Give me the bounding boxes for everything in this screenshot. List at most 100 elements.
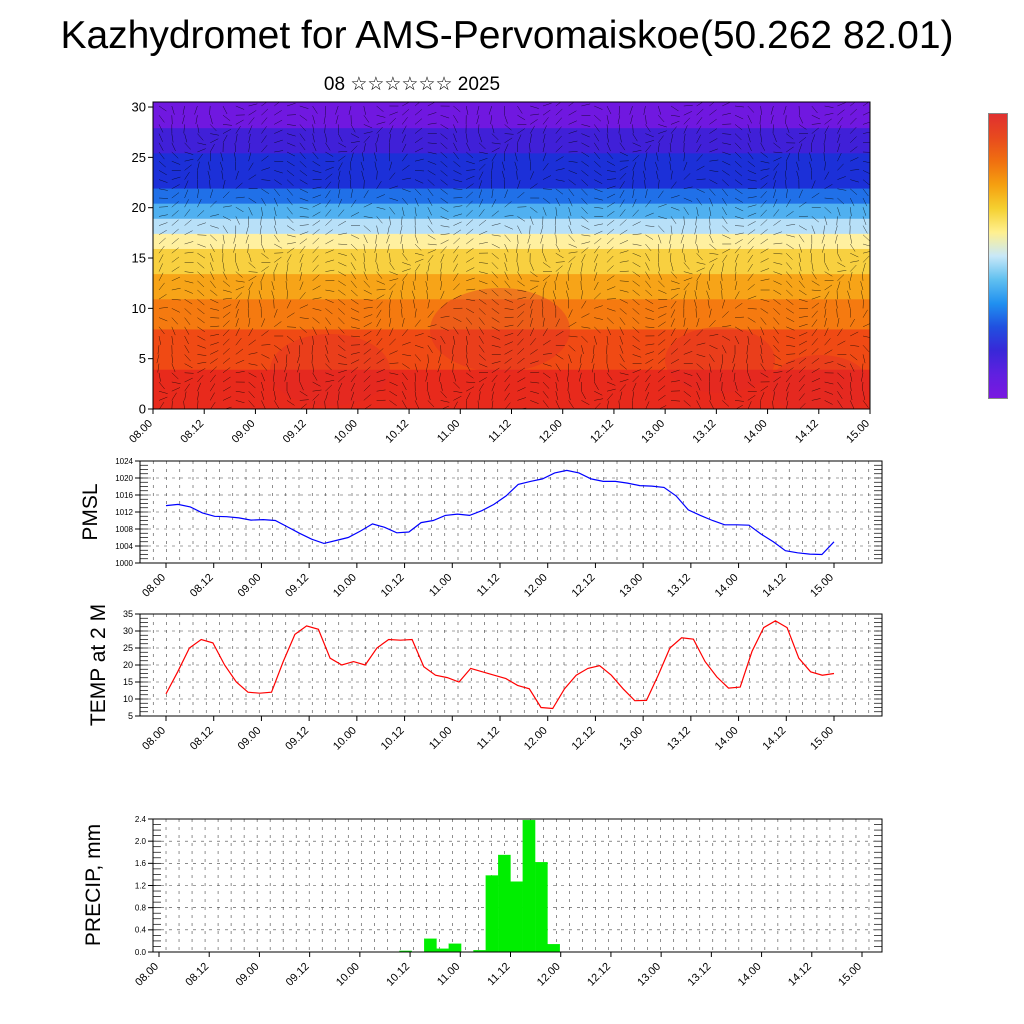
wind-barb bbox=[669, 161, 672, 171]
wind-barb bbox=[555, 197, 561, 207]
wind-barb bbox=[542, 197, 551, 204]
wind-barb bbox=[350, 145, 358, 153]
wind-barb bbox=[197, 189, 199, 199]
wind-barb bbox=[504, 324, 514, 328]
wind-barb bbox=[312, 194, 322, 199]
wind-barb bbox=[850, 117, 857, 125]
wind-barb bbox=[645, 262, 650, 271]
wind-barb bbox=[670, 216, 677, 224]
wind-barb bbox=[594, 197, 603, 201]
wind-barb bbox=[773, 308, 781, 315]
wind-barb bbox=[696, 363, 704, 370]
wind-barb bbox=[363, 203, 373, 208]
wind-barb bbox=[683, 173, 691, 180]
wind-barb bbox=[555, 207, 558, 217]
wind-barb bbox=[389, 299, 391, 309]
wind-barb bbox=[363, 190, 369, 199]
wind-barb bbox=[514, 152, 518, 162]
wind-barb bbox=[722, 112, 732, 116]
wind-barb bbox=[529, 299, 534, 309]
wind-barb bbox=[452, 363, 454, 373]
wind-barb bbox=[363, 105, 366, 115]
wind-barb bbox=[747, 115, 752, 124]
wind-barb bbox=[606, 372, 613, 381]
wind-barb bbox=[773, 345, 780, 353]
x-tick-label: 08.00 bbox=[140, 725, 168, 753]
wind-barb bbox=[694, 299, 697, 309]
wind-barb bbox=[325, 142, 331, 151]
wind-barb bbox=[773, 189, 777, 199]
wind-barb bbox=[440, 335, 446, 344]
wind-barb bbox=[555, 117, 563, 125]
wind-barb bbox=[248, 110, 257, 116]
wind-barb bbox=[335, 115, 339, 124]
wind-barb bbox=[786, 223, 796, 226]
wind-barb bbox=[594, 105, 603, 110]
wind-barb bbox=[581, 188, 588, 196]
wind-barb bbox=[478, 241, 488, 245]
wind-barb bbox=[594, 161, 601, 168]
wind-barb bbox=[453, 229, 462, 236]
wind-barb bbox=[630, 115, 633, 125]
wind-barb bbox=[760, 182, 768, 189]
wind-barb bbox=[670, 288, 680, 291]
wind-barb bbox=[824, 390, 834, 395]
wind-barb bbox=[350, 133, 360, 139]
wind-barb bbox=[694, 290, 697, 300]
x-tick-label: 08.12 bbox=[188, 725, 216, 753]
x-tick-label: 10.12 bbox=[379, 725, 407, 753]
wind-barb bbox=[632, 150, 642, 153]
wind-barb bbox=[606, 219, 615, 226]
wind-barb bbox=[683, 372, 693, 376]
wind-barb bbox=[568, 102, 575, 107]
wind-barb bbox=[426, 271, 429, 281]
wind-barb bbox=[222, 367, 231, 374]
wind-barb bbox=[222, 289, 232, 293]
wind-barb bbox=[785, 161, 787, 171]
wind-barb bbox=[696, 342, 706, 346]
wind-barb bbox=[656, 170, 659, 180]
x-tick-label: 15.00 bbox=[844, 418, 872, 446]
wind-barb bbox=[643, 170, 646, 180]
wind-barb bbox=[862, 131, 870, 134]
wind-barb bbox=[837, 262, 846, 268]
wind-barb bbox=[850, 157, 859, 162]
wind-barb bbox=[594, 188, 603, 193]
wind-barb bbox=[645, 374, 651, 383]
x-tick-label: 09.00 bbox=[236, 572, 264, 600]
wind-barb bbox=[734, 188, 743, 194]
wind-barb bbox=[325, 219, 333, 226]
x-tick-label: 14.00 bbox=[713, 572, 741, 600]
wind-barb bbox=[709, 391, 712, 401]
wind-barb bbox=[376, 337, 383, 346]
wind-barb bbox=[427, 354, 429, 364]
wind-barb bbox=[760, 308, 769, 314]
wind-barb bbox=[657, 234, 662, 244]
wind-barb bbox=[529, 133, 532, 143]
wind-barb bbox=[248, 262, 256, 269]
wind-barb bbox=[350, 335, 360, 338]
wind-barb bbox=[619, 199, 625, 208]
wind-barb bbox=[363, 330, 372, 337]
wind-barb bbox=[273, 216, 277, 226]
wind-barb bbox=[528, 152, 531, 162]
wind-barb bbox=[350, 253, 357, 261]
wind-barb bbox=[299, 197, 309, 202]
wind-barb bbox=[414, 234, 419, 244]
wind-barb bbox=[746, 345, 749, 355]
wind-barb bbox=[836, 216, 838, 226]
wind-barb bbox=[684, 410, 691, 416]
wind-barb bbox=[796, 170, 800, 180]
heatmap-layer bbox=[153, 246, 870, 275]
wind-barb bbox=[670, 309, 676, 318]
wind-barb bbox=[709, 170, 719, 173]
wind-barb bbox=[606, 335, 609, 345]
wind-barb bbox=[798, 315, 808, 318]
wind-barb bbox=[376, 280, 385, 285]
wind-barb bbox=[785, 382, 790, 392]
wind-barb bbox=[773, 299, 781, 305]
wind-barb bbox=[517, 105, 523, 114]
wind-barb bbox=[837, 400, 843, 408]
wind-barb bbox=[645, 343, 655, 346]
wind-barb bbox=[171, 133, 174, 143]
